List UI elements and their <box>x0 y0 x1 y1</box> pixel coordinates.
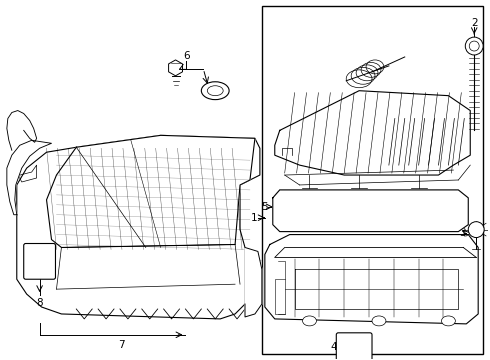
Text: 3: 3 <box>460 228 466 238</box>
Text: 2: 2 <box>471 18 478 28</box>
Text: 6: 6 <box>183 51 190 61</box>
Text: 7: 7 <box>118 340 124 350</box>
Polygon shape <box>275 91 470 175</box>
Polygon shape <box>273 190 468 231</box>
Polygon shape <box>245 247 262 317</box>
Circle shape <box>466 37 483 55</box>
Polygon shape <box>265 235 478 324</box>
Polygon shape <box>47 135 255 247</box>
FancyBboxPatch shape <box>24 243 55 279</box>
Ellipse shape <box>201 82 229 100</box>
Polygon shape <box>7 140 51 215</box>
Polygon shape <box>17 135 260 319</box>
Bar <box>262 6 483 354</box>
Circle shape <box>469 41 479 51</box>
Text: 5: 5 <box>261 202 268 212</box>
Ellipse shape <box>441 316 455 326</box>
Ellipse shape <box>372 316 386 326</box>
Polygon shape <box>169 60 182 76</box>
Circle shape <box>468 222 484 238</box>
Ellipse shape <box>207 86 223 96</box>
Text: 8: 8 <box>36 298 43 308</box>
Ellipse shape <box>302 316 317 326</box>
FancyBboxPatch shape <box>336 333 372 360</box>
Text: 1: 1 <box>251 213 258 223</box>
Text: 4: 4 <box>331 342 337 352</box>
